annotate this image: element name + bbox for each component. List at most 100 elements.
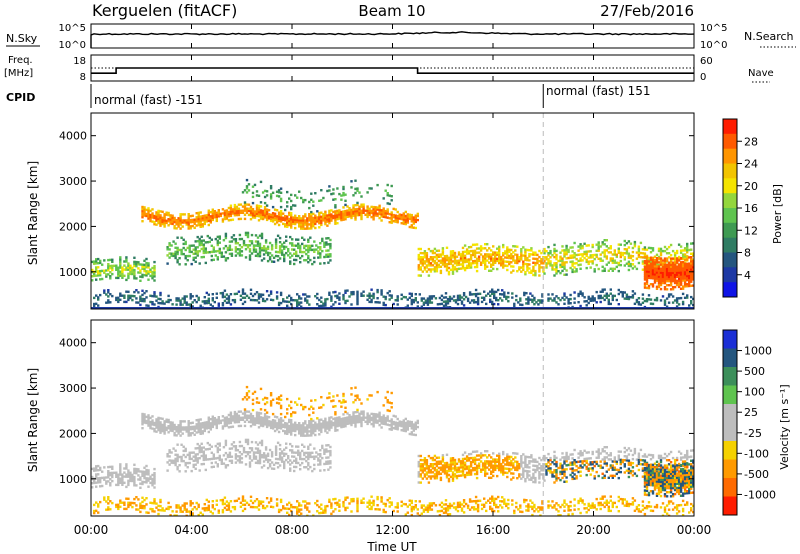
power-cell: [396, 216, 399, 220]
velocity-cell: [300, 403, 303, 407]
power-cell: [344, 216, 347, 219]
power-cell: [356, 298, 359, 302]
power-cell: [334, 290, 337, 294]
power-cell: [565, 269, 568, 272]
velocity-cell: [481, 462, 485, 465]
velocity-cell: [419, 465, 422, 468]
power-cell: [655, 299, 659, 302]
velocity-cell: [171, 427, 174, 430]
power-cell: [207, 301, 210, 305]
power-cell: [103, 271, 106, 274]
power-cell: [543, 252, 546, 255]
power-cell: [137, 267, 140, 270]
power-cell: [386, 194, 389, 197]
power-cell: [686, 283, 689, 286]
power-cell: [137, 263, 140, 266]
power-cell: [433, 247, 437, 251]
velocity-cell: [143, 421, 146, 424]
velocity-cell: [317, 459, 320, 462]
power-cell: [649, 262, 653, 265]
power-cell: [211, 305, 214, 308]
power-cell: [305, 244, 308, 248]
power-cell: [414, 297, 417, 300]
power-cell: [185, 301, 188, 304]
velocity-cell: [469, 465, 473, 468]
power-cell: [649, 246, 653, 250]
power-cell: [452, 299, 456, 302]
velocity-cell: [283, 448, 286, 451]
velocity-cell: [265, 411, 269, 414]
power-cell: [207, 219, 210, 223]
power-cell: [426, 301, 430, 304]
power-cell: [223, 213, 227, 217]
power-cell: [659, 287, 663, 291]
velocity-cell: [277, 420, 281, 423]
power-cell: [143, 263, 146, 267]
power-cell: [305, 248, 308, 252]
power-cell: [147, 270, 150, 273]
power-cell: [267, 217, 271, 220]
power-cell: [286, 221, 289, 224]
velocity-cell: [492, 452, 495, 455]
velocity-cell: [182, 449, 185, 453]
power-cell: [350, 210, 353, 214]
power-cell: [611, 267, 614, 270]
power-cell: [300, 225, 303, 228]
velocity-cell: [449, 457, 453, 460]
velocity-cell: [210, 451, 213, 454]
power-cell: [446, 298, 450, 301]
power-cell: [675, 301, 679, 304]
power-cell: [661, 281, 665, 285]
velocity-cell: [382, 418, 385, 421]
velocity-cell: [463, 475, 467, 479]
power-cell: [184, 257, 187, 260]
power-cell: [181, 303, 184, 306]
power-cell: [585, 244, 588, 247]
velocity-cell: [201, 432, 204, 435]
power-cell: [659, 299, 663, 302]
power-cell: [279, 212, 283, 215]
velocity-cell: [481, 464, 485, 467]
velocity-cell: [390, 402, 393, 405]
power-cell: [402, 212, 405, 215]
velocity-cell: [410, 423, 413, 426]
velocity-cell: [203, 427, 206, 431]
power-cell: [531, 298, 534, 302]
velocity-cell: [216, 446, 219, 450]
velocity-cell: [506, 463, 509, 466]
velocity-cell: [427, 467, 431, 470]
power-cell: [115, 276, 118, 280]
power-cell: [327, 261, 330, 264]
power-cell: [492, 253, 495, 256]
velocity-cell: [244, 438, 248, 442]
velocity-cell: [197, 428, 200, 432]
velocity-cell: [229, 417, 233, 420]
power-cell: [228, 246, 232, 249]
power-cell: [276, 259, 280, 262]
power-cell: [167, 224, 170, 227]
power-cell: [189, 214, 192, 218]
power-cell: [191, 224, 194, 228]
power-cell: [451, 256, 455, 259]
power-cell: [649, 272, 653, 276]
velocity-cell: [384, 416, 387, 420]
velocity-cell: [382, 404, 385, 407]
power-cell: [217, 215, 220, 218]
power-cell: [323, 245, 326, 248]
power-cell: [443, 257, 447, 260]
velocity-cell: [374, 415, 377, 418]
power-cell: [643, 254, 647, 257]
power-cell: [692, 297, 694, 301]
power-cell: [690, 264, 693, 267]
velocity-cell: [286, 397, 289, 401]
power-cell: [528, 249, 531, 252]
velocity-cell: [224, 439, 228, 443]
velocity-cell: [184, 449, 187, 453]
power-cell: [231, 218, 235, 221]
velocity-cell: [508, 467, 511, 471]
power-cell: [661, 271, 665, 274]
velocity-cell: [404, 427, 407, 431]
velocity-cell: [356, 396, 359, 399]
power-cell: [261, 293, 265, 296]
power-cell: [446, 302, 450, 305]
